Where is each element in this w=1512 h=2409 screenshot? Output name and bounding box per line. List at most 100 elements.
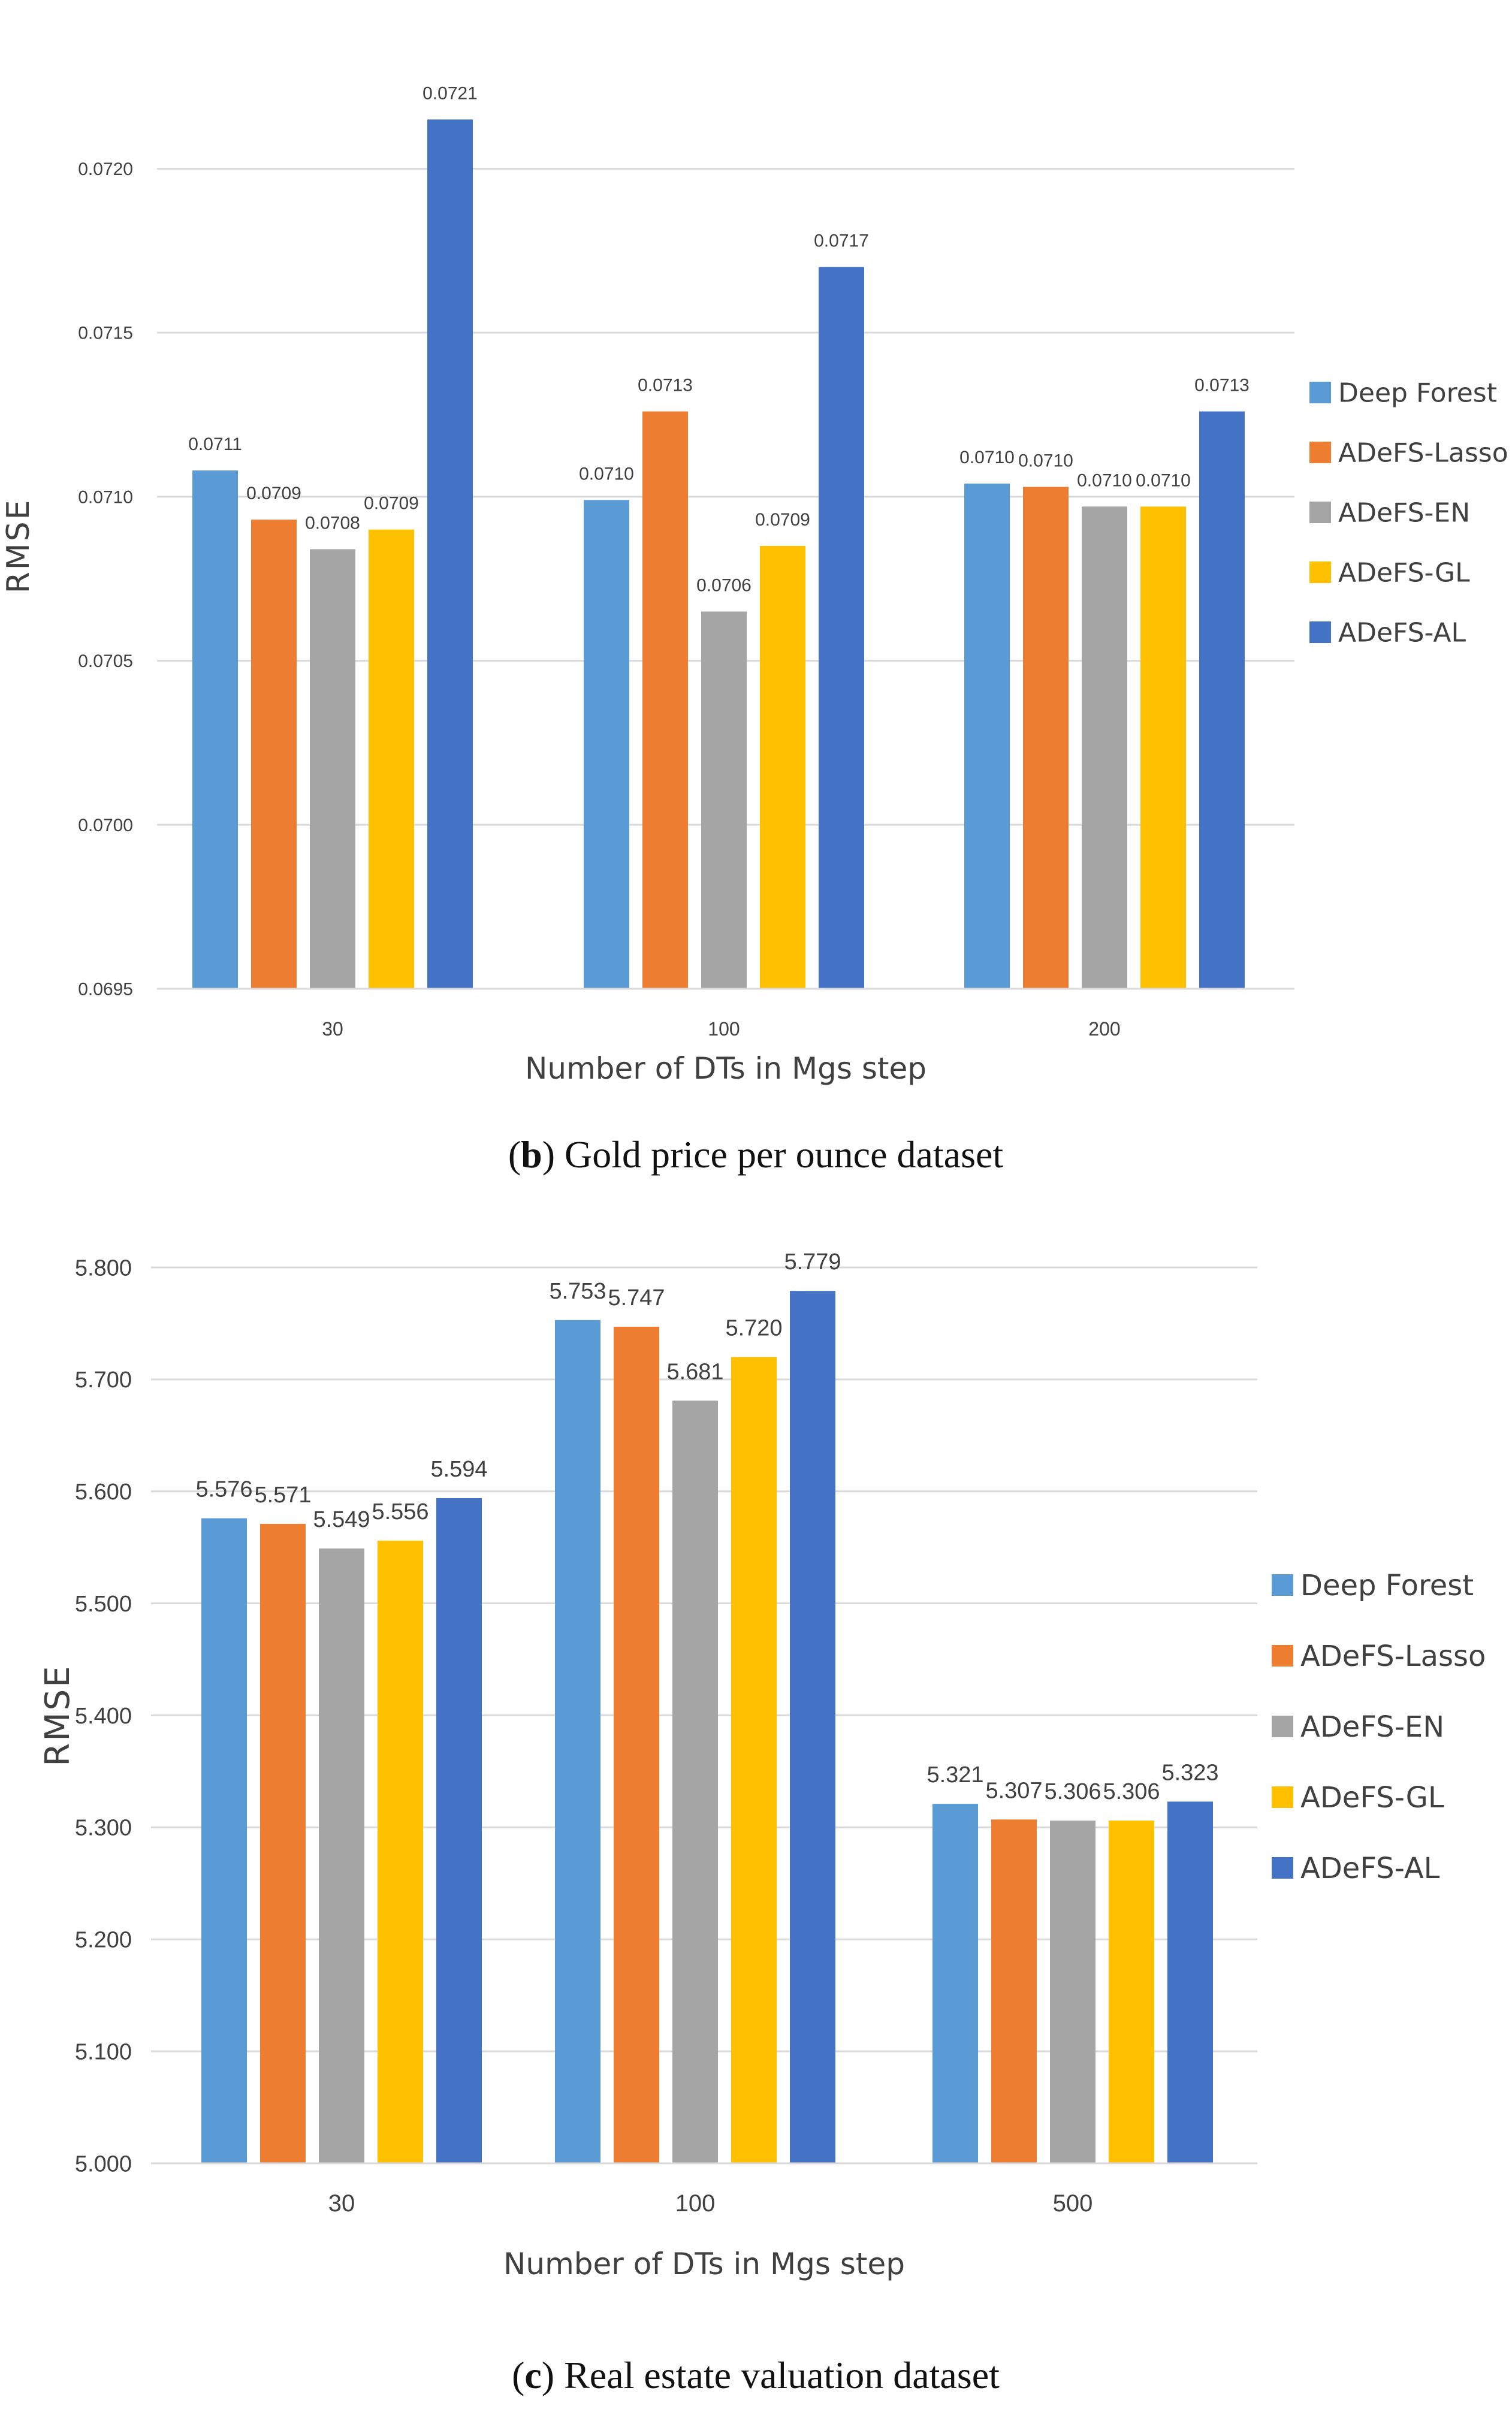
bar-adefs-lasso-100	[642, 411, 688, 989]
bar-adefs-al-200	[1199, 411, 1245, 989]
x-tick-label: 200	[1088, 1018, 1120, 1040]
bar-deep-forest-100	[584, 500, 629, 989]
bar-deep-forest-30	[201, 1518, 247, 2163]
data-label: 5.594	[430, 1457, 487, 1482]
data-label: 5.720	[725, 1316, 782, 1341]
data-label: 5.753	[549, 1279, 606, 1304]
x-tick-label: 100	[708, 1018, 740, 1040]
data-label: 5.307	[985, 1778, 1042, 1803]
y-tick-label: 5.200	[75, 1928, 132, 1953]
data-label: 5.779	[784, 1249, 841, 1275]
y-tick-label: 0.0715	[78, 324, 133, 343]
bar-adefs-al-30	[427, 119, 473, 989]
bar-adefs-lasso-30	[260, 1523, 306, 2163]
x-tick-label: 100	[675, 2190, 716, 2217]
legend-entry: ADeFS-AL	[1300, 1852, 1440, 1885]
x-tick-label: 30	[322, 1018, 343, 1040]
bar-deep-forest-200	[964, 483, 1010, 989]
data-label: 0.0713	[1194, 376, 1250, 396]
bar-adefs-al-100	[819, 267, 864, 989]
bar-adefs-en-200	[1082, 506, 1127, 989]
data-label: 0.0713	[638, 376, 693, 396]
data-label: 0.0708	[305, 513, 360, 533]
y-axis-title: RMSE	[38, 1664, 77, 1766]
data-label: 5.681	[666, 1359, 723, 1384]
bar-adefs-al-30	[436, 1498, 482, 2163]
legend-entry: Deep Forest	[1338, 378, 1497, 408]
bar-adefs-en-100	[672, 1400, 718, 2163]
y-tick-label: 5.500	[75, 1592, 132, 1617]
panel-label: c	[524, 2354, 541, 2396]
legend-entry: ADeFS-Lasso	[1338, 437, 1508, 468]
panel-label: b	[521, 1133, 542, 1176]
bar-adefs-lasso-100	[614, 1327, 659, 2163]
data-label: 5.549	[313, 1507, 370, 1532]
caption-text: Gold price per ounce dataset	[565, 1133, 1003, 1176]
y-tick-label: 5.000	[75, 2151, 132, 2176]
legend-swatch	[1309, 621, 1331, 643]
data-label: 5.556	[372, 1499, 428, 1525]
data-label: 0.0709	[364, 494, 419, 514]
bar-deep-forest-100	[555, 1320, 600, 2163]
real-estate-chart: 5.000 5.100 5.200 5.300 5.400 5.500 5.600 5.700…	[38, 1249, 1486, 2396]
y-tick-label: 0.0700	[78, 816, 133, 835]
y-tick-label: 5.600	[75, 1480, 132, 1505]
legend-entry: ADeFS-GL	[1300, 1781, 1444, 1815]
legend-swatch	[1309, 562, 1331, 583]
caption-text: Real estate valuation dataset	[564, 2354, 1000, 2396]
bar-adefs-en-30	[319, 1548, 364, 2163]
data-label: 5.306	[1103, 1779, 1160, 1804]
legend-swatch	[1309, 382, 1331, 403]
data-label: 5.571	[254, 1483, 311, 1508]
y-tick-label: 5.700	[75, 1367, 132, 1393]
data-label: 0.0706	[696, 575, 752, 595]
data-label: 0.0710	[579, 464, 634, 484]
legend-swatch	[1272, 1786, 1293, 1808]
data-label: 0.0711	[188, 434, 242, 454]
bar-adefs-gl-200	[1140, 506, 1186, 989]
bar-adefs-lasso-200	[1023, 487, 1069, 989]
y-tick-label: 0.0705	[78, 651, 133, 671]
x-axis-title: Number of DTs in Mgs step	[503, 2247, 905, 2281]
bar-adefs-lasso-30	[251, 520, 297, 989]
data-label: 0.0721	[422, 83, 478, 103]
bar-adefs-gl-100	[760, 546, 805, 989]
legend-entry: ADeFS-EN	[1300, 1710, 1444, 1744]
data-label: 5.747	[608, 1285, 665, 1311]
legend-swatch	[1272, 1716, 1293, 1737]
data-label: 0.0710	[1018, 451, 1073, 470]
x-tick-label: 500	[1053, 2190, 1093, 2217]
data-label: 5.321	[926, 1762, 983, 1788]
gold-price-chart: 0.0695 0.0700 0.0705 0.0710 0.0715 0.0720 0.07…	[1, 83, 1508, 1176]
legend-swatch	[1272, 1574, 1293, 1596]
bar-adefs-gl-500	[1109, 1821, 1154, 2163]
figure-caption: (b) Gold price per ounce dataset	[508, 1133, 1004, 1176]
legend-swatch	[1309, 442, 1331, 463]
legend-swatch	[1309, 502, 1331, 523]
bar-adefs-en-100	[701, 611, 747, 989]
y-tick-label: 0.0710	[78, 487, 133, 507]
bar-adefs-lasso-500	[991, 1819, 1037, 2163]
y-tick-label: 0.0720	[78, 159, 133, 179]
bar-deep-forest-500	[932, 1804, 978, 2163]
bar-adefs-en-500	[1050, 1821, 1095, 2163]
legend-swatch	[1272, 1645, 1293, 1667]
x-tick-label: 30	[328, 2190, 355, 2217]
legend-swatch	[1272, 1857, 1293, 1879]
bar-adefs-en-30	[310, 549, 355, 989]
x-axis-title: Number of DTs in Mgs step	[525, 1051, 926, 1086]
data-label: 0.0709	[246, 484, 301, 503]
bar-adefs-gl-30	[369, 529, 414, 989]
bar-adefs-gl-30	[378, 1540, 423, 2163]
y-tick-label: 5.100	[75, 2039, 132, 2064]
data-label: 0.0709	[755, 510, 810, 530]
y-tick-label: 0.0695	[78, 980, 133, 1000]
data-label: 5.306	[1044, 1779, 1101, 1804]
legend-entry: ADeFS-AL	[1338, 617, 1466, 648]
data-label: 0.0710	[959, 448, 1015, 467]
legend-entry: ADeFS-GL	[1338, 557, 1470, 588]
legend-entry: ADeFS-EN	[1338, 497, 1470, 528]
y-axis-title: RMSE	[1, 499, 37, 594]
bar-adefs-al-100	[790, 1291, 835, 2163]
y-tick-label: 5.800	[75, 1255, 132, 1281]
